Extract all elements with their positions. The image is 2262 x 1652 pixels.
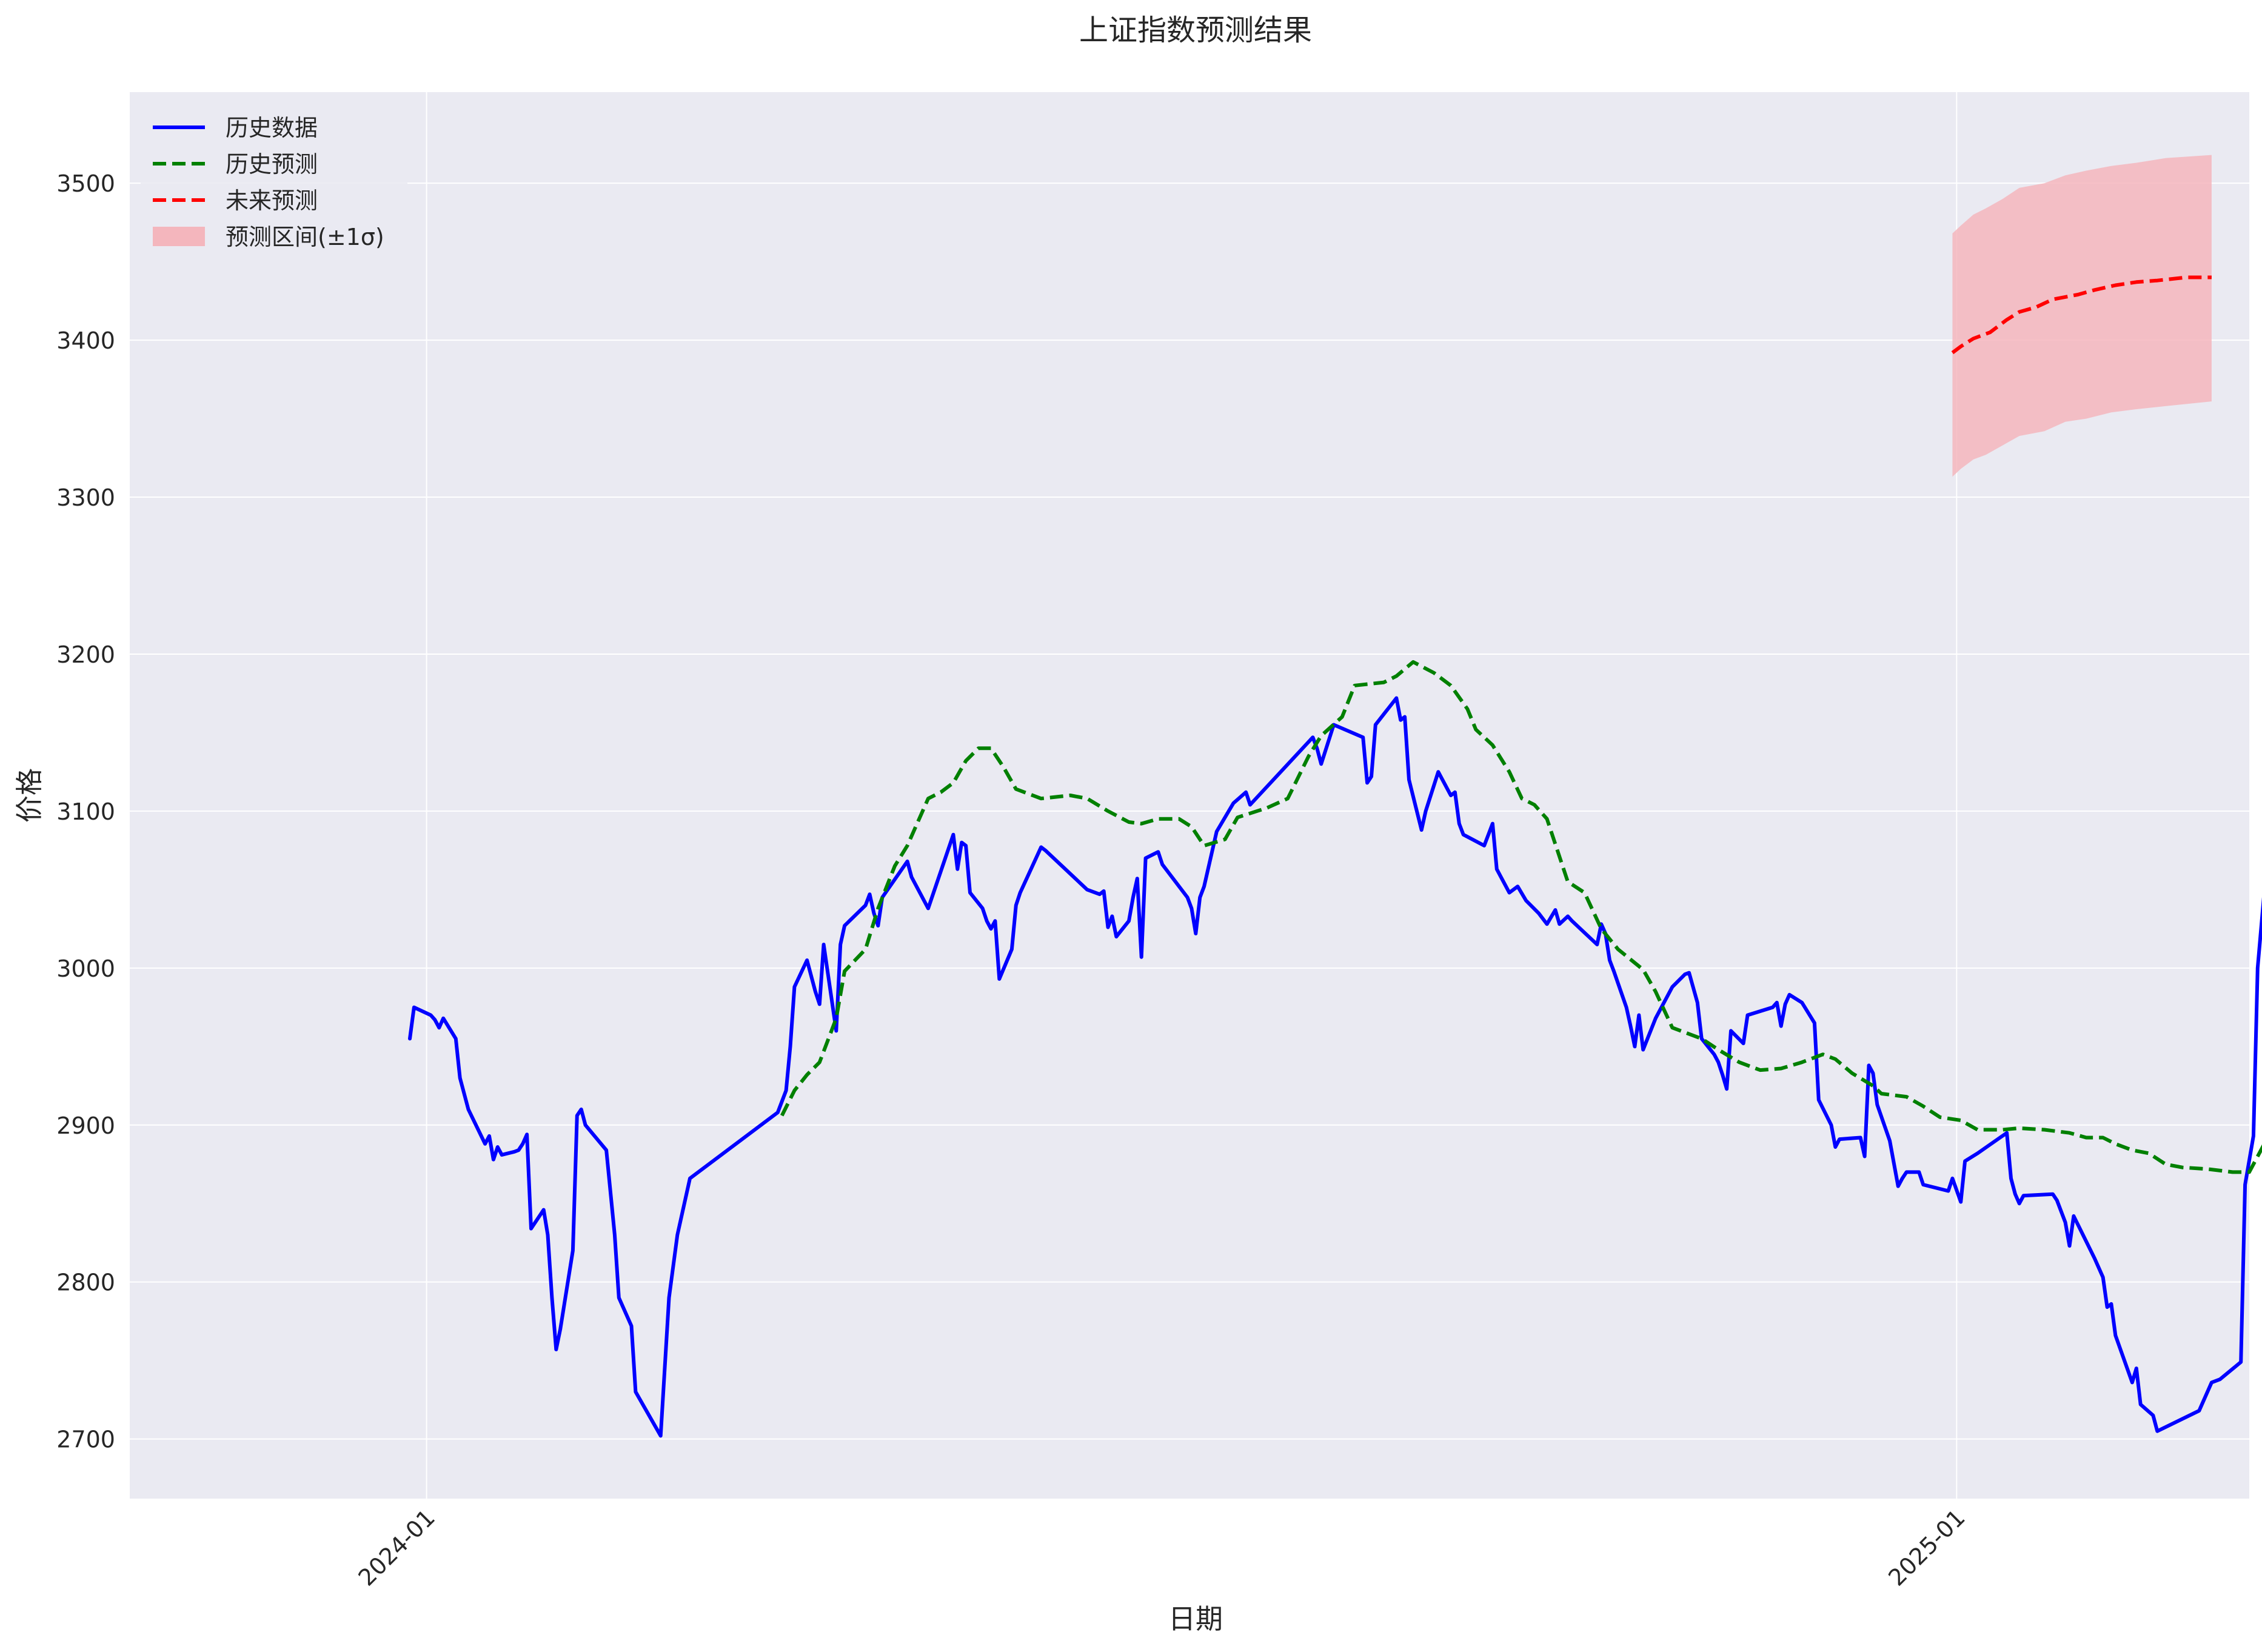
y-tick-label: 2900 [56, 1112, 115, 1139]
y-tick-label: 2700 [56, 1426, 115, 1453]
plot-area [130, 92, 2249, 1499]
y-tick-label: 3000 [56, 955, 115, 982]
legend-swatch-band [153, 227, 205, 246]
series-line-2 [1951, 275, 2212, 355]
y-tick-label: 3300 [56, 484, 115, 511]
y-axis-label: 价格 [13, 768, 45, 823]
series-line-0 [408, 696, 2262, 1438]
forecast-band-area [1952, 155, 2212, 477]
grid-lines [130, 92, 2249, 1499]
y-tick-label: 3400 [56, 327, 115, 354]
series-line-1 [780, 660, 2262, 1174]
y-tick-label: 2800 [56, 1269, 115, 1296]
y-tick-label: 3100 [56, 798, 115, 825]
y-tick-label: 3500 [56, 170, 115, 197]
legend-label: 未来预测 [226, 187, 318, 214]
x-axis-label: 日期 [1168, 1603, 1223, 1635]
forecast-band-layer [1952, 155, 2212, 477]
legend-label: 预测区间(±1σ) [226, 224, 384, 250]
series-layer [408, 275, 2262, 1438]
y-tick-label: 3200 [56, 641, 115, 668]
legend-label: 历史预测 [226, 151, 318, 178]
legend-label: 历史数据 [226, 115, 318, 141]
chart-title: 上证指数预测结果 [1079, 13, 1312, 47]
